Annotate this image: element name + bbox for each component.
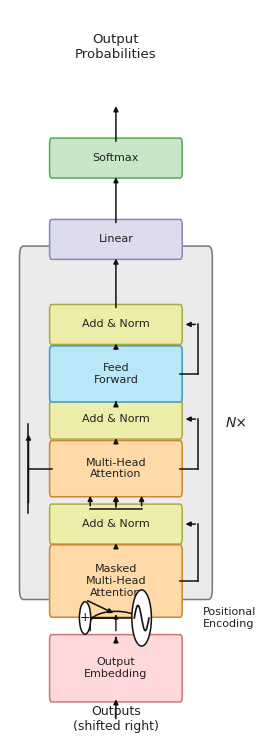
Text: +: + bbox=[80, 612, 90, 624]
Text: Outputs
(shifted right): Outputs (shifted right) bbox=[73, 706, 159, 733]
Text: Multi-Head
Attention: Multi-Head Attention bbox=[86, 458, 146, 480]
FancyBboxPatch shape bbox=[50, 504, 182, 544]
Text: N×: N× bbox=[226, 416, 248, 430]
Text: Softmax: Softmax bbox=[93, 153, 139, 163]
Circle shape bbox=[132, 590, 151, 646]
FancyBboxPatch shape bbox=[50, 220, 182, 259]
FancyBboxPatch shape bbox=[50, 399, 182, 439]
FancyBboxPatch shape bbox=[19, 246, 212, 600]
Text: Masked
Multi-Head
Attention: Masked Multi-Head Attention bbox=[86, 565, 146, 597]
Text: Output
Probabilities: Output Probabilities bbox=[75, 33, 157, 61]
FancyBboxPatch shape bbox=[50, 440, 182, 497]
Text: Positional
Encoding: Positional Encoding bbox=[203, 607, 257, 629]
Text: Add & Norm: Add & Norm bbox=[82, 414, 150, 424]
FancyBboxPatch shape bbox=[50, 545, 182, 618]
Text: Feed
Forward: Feed Forward bbox=[93, 363, 138, 384]
Text: Output
Embedding: Output Embedding bbox=[84, 658, 148, 679]
Text: Add & Norm: Add & Norm bbox=[82, 519, 150, 529]
FancyBboxPatch shape bbox=[50, 346, 182, 402]
FancyBboxPatch shape bbox=[50, 138, 182, 178]
Circle shape bbox=[79, 602, 91, 634]
FancyBboxPatch shape bbox=[50, 305, 182, 344]
FancyBboxPatch shape bbox=[50, 635, 182, 702]
Text: Add & Norm: Add & Norm bbox=[82, 320, 150, 329]
Text: Linear: Linear bbox=[99, 235, 133, 244]
